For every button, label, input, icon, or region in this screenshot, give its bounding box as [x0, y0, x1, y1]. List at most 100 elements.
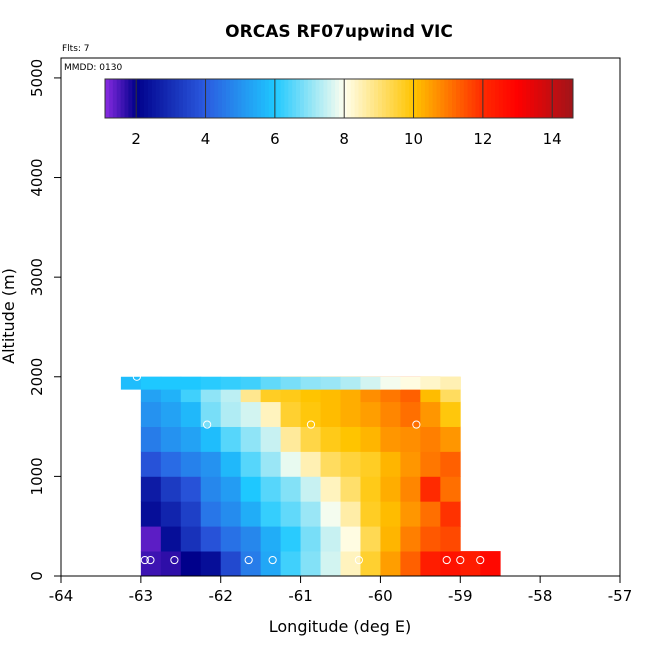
heatmap-cell — [280, 501, 301, 527]
heatmap-cell — [420, 551, 441, 577]
heatmap-cell — [320, 526, 341, 552]
colorbar-segment — [362, 79, 367, 118]
heatmap-cell — [180, 401, 202, 427]
heatmap-cell — [180, 376, 202, 390]
heatmap-cell — [140, 401, 162, 427]
colorbar-segment — [506, 79, 512, 118]
colorbar-segment — [510, 79, 515, 118]
heatmap-cell — [440, 501, 461, 527]
colorbar-segment — [335, 79, 340, 118]
colorbar-segment — [467, 79, 473, 118]
colorbar-segment — [296, 79, 301, 118]
x-tick-label: -64 — [49, 587, 74, 605]
heatmap-cell — [180, 551, 202, 577]
heatmap-cell — [340, 451, 361, 477]
colorbar-segment — [463, 79, 469, 118]
colorbar-segment — [448, 79, 453, 118]
colorbar-segment — [136, 79, 141, 118]
colorbar-segment — [276, 79, 281, 118]
flight-point — [140, 555, 149, 565]
heatmap-cell — [260, 526, 281, 552]
colorbar-segment — [569, 79, 574, 118]
heatmap-cell — [380, 501, 401, 527]
colorbar-segment — [140, 79, 145, 118]
colorbar-segment — [303, 79, 309, 118]
heatmap-cell — [340, 376, 361, 390]
colorbar-segment — [385, 79, 391, 118]
colorbar-segment — [440, 79, 445, 118]
colorbar-segment — [311, 79, 317, 118]
colorbar-segment — [534, 79, 539, 118]
heatmap-cell — [300, 451, 321, 477]
heatmap-cell — [280, 426, 301, 452]
colorbar-segment — [381, 79, 387, 118]
colorbar-segment — [253, 79, 258, 118]
heatmap-cell — [460, 551, 481, 577]
heatmap-cell — [260, 376, 281, 390]
heatmap-cell — [160, 376, 182, 390]
heatmap-cell — [400, 501, 421, 527]
heatmap-cell — [140, 376, 162, 390]
heatmap-cell — [160, 401, 182, 427]
heatmap-cell — [440, 401, 461, 427]
heatmap-cell — [440, 551, 461, 577]
heatmap-cell — [400, 401, 421, 427]
heatmap-cell — [200, 376, 222, 390]
heatmap-cell — [200, 551, 222, 577]
flight-point — [132, 372, 141, 381]
y-axis: 0 1000 2000 3000 4000 5000 — [28, 59, 61, 581]
colorbar-segment — [475, 79, 480, 118]
colorbar-segment — [241, 79, 246, 118]
colorbar-segment — [370, 79, 375, 118]
colorbar-segment — [229, 79, 235, 118]
colorbar-segment — [105, 79, 110, 118]
heatmap-cell — [160, 551, 182, 577]
heatmap-cell — [240, 476, 262, 502]
flight-point — [354, 555, 363, 565]
heatmap-cell — [320, 376, 341, 390]
heatmap-cell — [200, 401, 222, 427]
colorbar-segment — [202, 79, 207, 118]
heatmap-cell — [160, 526, 182, 552]
colorbar-segment — [315, 79, 320, 118]
heatmap-cell — [240, 426, 262, 452]
colorbar-segment — [128, 79, 133, 118]
colorbar-segment — [233, 79, 239, 118]
colorbar-segment — [159, 79, 164, 118]
colorbar-segment — [249, 79, 254, 118]
heatmap-cell — [300, 476, 321, 502]
heatmap-cell — [220, 451, 242, 477]
colorbar-segment — [565, 79, 570, 118]
colorbar-segment — [502, 79, 508, 118]
flight-track-points — [132, 372, 485, 565]
colorbar-segment — [459, 79, 465, 118]
colorbar-tick-label: 2 — [131, 130, 141, 148]
heatmap-cell — [140, 526, 162, 552]
colorbar-segment — [183, 79, 188, 118]
y-tick-label: 5000 — [28, 59, 46, 97]
colorbar-segment — [339, 79, 344, 118]
heatmap-cell — [280, 376, 301, 390]
colorbar-segment — [471, 79, 476, 118]
heatmap-cell — [220, 401, 242, 427]
colorbar-segment — [366, 79, 371, 118]
heatmap-cell — [200, 451, 222, 477]
x-tick-label: -62 — [208, 587, 233, 605]
flight-point — [268, 555, 277, 565]
heatmap-cell — [240, 526, 262, 552]
heatmap-cell — [340, 426, 361, 452]
heatmap-cell — [400, 526, 421, 552]
heatmap-cell — [280, 551, 301, 577]
heatmap-cell — [400, 376, 421, 390]
heatmap-cell — [140, 426, 162, 452]
heatmap-cell — [340, 476, 361, 502]
heatmap-cell — [340, 401, 361, 427]
colorbar-segment — [280, 79, 285, 118]
heatmap-cell — [160, 451, 182, 477]
heatmap-cell — [420, 526, 441, 552]
heatmap-cell — [200, 501, 222, 527]
x-axis-label: Longitude (deg E) — [269, 617, 412, 636]
colorbar-segment — [514, 79, 519, 118]
colorbar-segment — [124, 79, 129, 118]
heatmap-cell — [140, 476, 162, 502]
